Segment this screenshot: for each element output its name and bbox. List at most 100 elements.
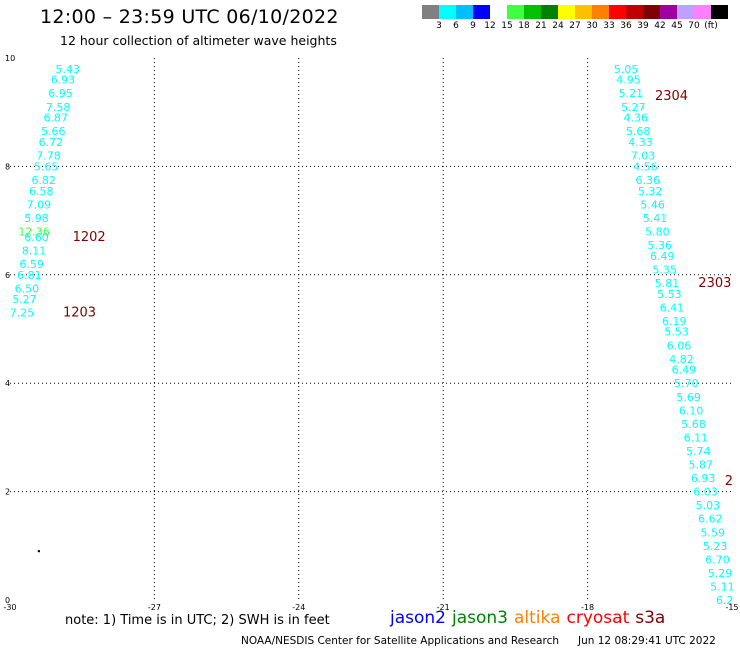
x-tick-label: -18 <box>581 603 594 612</box>
wave-height-label: 6.58 <box>29 185 54 198</box>
wave-height-label: 7.58 <box>46 101 71 114</box>
legend-swatch <box>592 5 609 19</box>
wave-height-label: 6.19 <box>662 315 687 328</box>
wave-height-label: 5.23 <box>703 540 728 553</box>
legend-swatch <box>677 5 694 19</box>
satellite-legend-item: jason2 <box>390 608 446 628</box>
wave-height-label: 6.62 <box>698 513 723 526</box>
color-scale-ticks: 3 6 9 12 15 18 21 24 27 30 33 36 39 42 45 70 (ft) <box>422 21 740 33</box>
pass-time-label: 1203 <box>63 306 96 321</box>
wave-height-label: 6.49 <box>672 364 697 377</box>
wave-height-label: 12.36 <box>18 225 50 238</box>
legend-tick-label: 18 <box>518 21 530 31</box>
altimeter-tracks: 5.436.936.957.586.875.666.727.785.656.82… <box>10 63 735 607</box>
legend-swatch <box>711 5 728 19</box>
wave-height-label: 7.09 <box>27 198 52 211</box>
pass-time-label: 2303 <box>698 276 731 291</box>
wave-height-label: 7.03 <box>631 150 656 163</box>
wave-height-label: 6.81 <box>17 269 42 282</box>
footnote: note: 1) Time is in UTC; 2) SWH is in fe… <box>65 613 330 628</box>
wave-height-label: 6.10 <box>679 404 704 417</box>
wave-height-label: 6.41 <box>660 301 685 314</box>
wave-height-label: 6.03 <box>693 486 718 499</box>
legend-tick-label: 24 <box>552 21 564 31</box>
legend-swatch <box>541 5 558 19</box>
satellite-legend-item: s3a <box>635 608 666 628</box>
wave-height-label: 5.03 <box>696 499 721 512</box>
wave-height-label: 5.80 <box>645 225 670 238</box>
satellite-legend-item: cryosat <box>566 608 630 628</box>
y-axis-ticks: 0 2 4 6 8 10 <box>5 54 15 605</box>
satellite-legend: jason2 jason3 altika cryosat s3a <box>390 608 671 628</box>
legend-tick-label: 36 <box>620 21 632 31</box>
x-tick-label: -21 <box>437 603 450 612</box>
satellite-legend-item: altika <box>514 608 561 628</box>
legend-swatch <box>609 5 626 19</box>
legend-swatch <box>456 5 473 19</box>
wave-height-label: 5.46 <box>640 198 665 211</box>
wave-height-label: 5.05 <box>614 63 639 76</box>
legend-tick-label: 45 <box>671 21 683 31</box>
wave-height-label: 5.70 <box>674 377 699 390</box>
pass-time-label: 1202 <box>73 230 106 245</box>
wave-height-label: 7.25 <box>10 307 35 320</box>
track-marker <box>37 550 41 553</box>
legend-tick-label: 39 <box>637 21 649 31</box>
page-title: 12:00 – 23:59 UTC 06/10/2022 <box>40 6 339 28</box>
legend-swatch <box>643 5 660 19</box>
y-tick-label: 10 <box>5 54 15 63</box>
wave-height-label: 5.32 <box>638 185 663 198</box>
wave-height-label: 6.59 <box>19 258 44 271</box>
legend-swatch <box>439 5 456 19</box>
x-tick-label: -24 <box>292 603 305 612</box>
wave-height-label: 6.70 <box>705 553 730 566</box>
wave-height-label: 5.43 <box>56 63 81 76</box>
y-tick-label: 6 <box>5 271 10 280</box>
wave-height-label: 4.33 <box>628 136 653 149</box>
legend-tick-label: 15 <box>501 21 513 31</box>
legend-swatch <box>490 5 507 19</box>
legend-swatch <box>626 5 643 19</box>
legend-tick-label: (ft) <box>704 21 718 31</box>
wave-height-label: 6.2 <box>716 594 734 607</box>
wave-height-label: 6.06 <box>667 339 692 352</box>
x-tick-label: -27 <box>148 603 161 612</box>
legend-tick-label: 70 <box>688 21 700 31</box>
legend-swatch <box>660 5 677 19</box>
wave-height-label: 5.66 <box>41 125 66 138</box>
wave-height-label: 6.87 <box>43 112 68 125</box>
wave-height-label: 5.87 <box>688 459 713 472</box>
credit-line: NOAA/NESDIS Center for Satellite Applica… <box>241 635 559 647</box>
wave-height-label: 6.49 <box>650 250 675 263</box>
x-tick-label: -15 <box>725 603 738 612</box>
wave-height-label: 6.50 <box>15 282 40 295</box>
wave-height-label: 5.68 <box>681 418 706 431</box>
wave-height-label: 4.36 <box>623 112 648 125</box>
wave-height-label: 6.36 <box>636 174 661 187</box>
legend-tick-label: 27 <box>569 21 581 31</box>
wave-height-label: 5.27 <box>621 101 646 114</box>
wave-height-label: 7.78 <box>36 150 61 163</box>
y-tick-label: 8 <box>5 162 10 171</box>
wave-height-label: 8.11 <box>22 244 47 257</box>
legend-tick-label: 9 <box>470 21 476 31</box>
wave-height-label: 6.11 <box>684 431 709 444</box>
legend-swatch <box>473 5 490 19</box>
legend-tick-label: 42 <box>654 21 666 31</box>
wave-height-label: 5.29 <box>708 567 733 580</box>
y-tick-label: 4 <box>5 379 10 388</box>
wave-height-label: 4.56 <box>633 160 658 173</box>
legend-swatch <box>422 5 439 19</box>
legend-tick-label: 33 <box>603 21 615 31</box>
grid-lines <box>10 58 732 600</box>
wave-height-label: 5.74 <box>686 445 711 458</box>
wave-height-label: 5.68 <box>626 125 651 138</box>
wave-height-label: 5.27 <box>12 293 37 306</box>
time-labels: 1202 1203 2304 2303 2 <box>63 89 733 489</box>
wave-height-label: 5.98 <box>24 212 49 225</box>
wave-height-label: 5.53 <box>657 288 682 301</box>
legend-swatch <box>524 5 541 19</box>
legend-swatch <box>575 5 592 19</box>
x-axis-ticks: -30 -27 -24 -21 -18 -15 <box>3 603 738 612</box>
